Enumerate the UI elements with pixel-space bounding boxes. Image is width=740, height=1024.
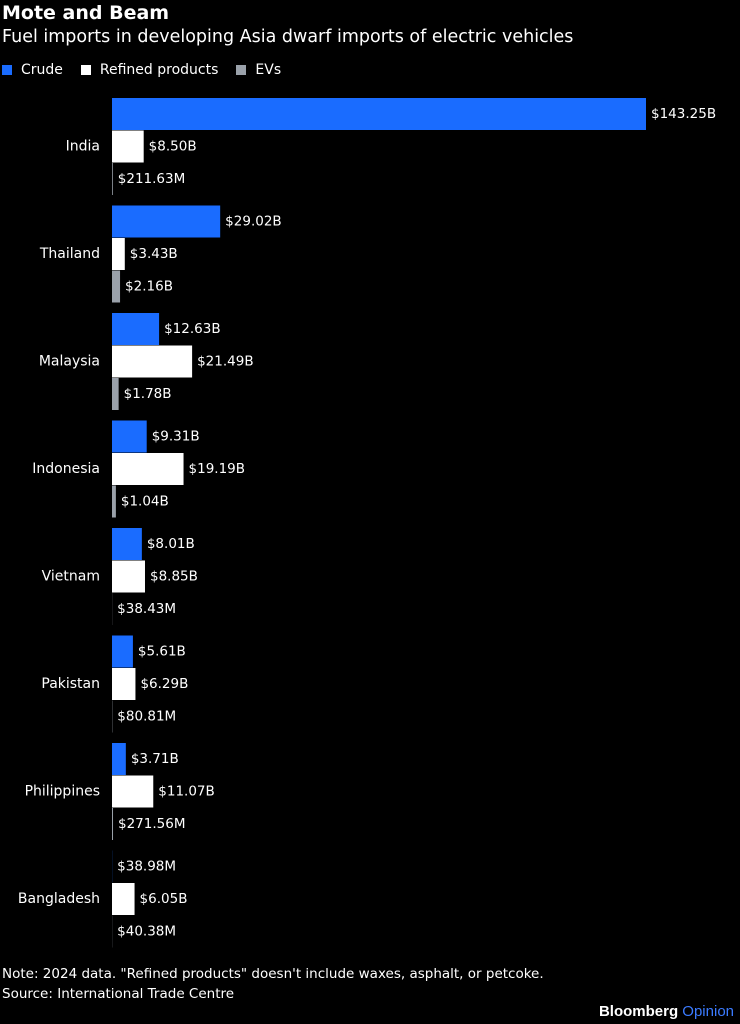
data-label-evs-philippines: $271.56M	[118, 816, 185, 832]
data-label-crude-malaysia: $12.63B	[164, 321, 221, 337]
bar-refined-products-indonesia	[112, 453, 184, 485]
chart-note: Note: 2024 data. "Refined products" does…	[2, 966, 544, 982]
category-label-philippines: Philippines	[25, 784, 100, 800]
data-label-evs-thailand: $2.16B	[125, 279, 173, 295]
bar-crude-india	[112, 98, 646, 130]
bar-crude-vietnam	[112, 528, 142, 560]
bar-refined-products-bangladesh	[112, 883, 135, 915]
data-label-refined-products-philippines: $11.07B	[158, 784, 215, 800]
data-label-crude-pakistan: $5.61B	[138, 644, 186, 660]
bar-chart: India $143.25B $8.50B $211.63M Thailand $29.0…	[18, 98, 716, 948]
legend-label-evs: EVs	[255, 62, 282, 78]
category-label-bangladesh: Bangladesh	[18, 891, 100, 907]
data-label-evs-vietnam: $38.43M	[117, 601, 176, 617]
bar-evs-thailand	[112, 270, 121, 303]
bar-evs-indonesia	[112, 485, 116, 518]
bar-evs-malaysia	[112, 378, 119, 410]
bar-refined-products-pakistan	[112, 668, 136, 700]
data-label-refined-products-india: $8.50B	[149, 139, 197, 155]
category-label-vietnam: Vietnam	[42, 569, 100, 585]
data-label-refined-products-bangladesh: $6.05B	[140, 891, 188, 907]
bar-crude-philippines	[112, 743, 126, 775]
bar-refined-products-philippines	[112, 775, 154, 808]
data-label-refined-products-malaysia: $21.49B	[197, 354, 254, 370]
legend-swatch-evs	[236, 65, 247, 75]
data-label-crude-bangladesh: $38.98M	[117, 859, 176, 875]
bar-crude-pakistan	[112, 635, 133, 668]
chart-title: Mote and Beam	[2, 2, 170, 24]
legend-item-crude: Crude	[2, 62, 63, 78]
legend: Crude Refined products EVs	[2, 60, 299, 80]
bar-refined-products-vietnam	[112, 560, 145, 593]
data-label-evs-pakistan: $80.81M	[117, 709, 176, 725]
category-label-india: India	[66, 139, 100, 155]
data-label-refined-products-indonesia: $19.19B	[189, 461, 246, 477]
category-label-thailand: Thailand	[39, 246, 100, 262]
legend-item-evs: EVs	[236, 62, 281, 78]
bar-evs-philippines	[112, 808, 114, 840]
bar-refined-products-thailand	[112, 238, 125, 270]
data-label-crude-vietnam: $8.01B	[147, 536, 195, 552]
legend-label-crude: Crude	[21, 62, 63, 78]
chart-subtitle: Fuel imports in developing Asia dwarf im…	[2, 27, 574, 47]
data-label-evs-india: $211.63M	[118, 171, 185, 187]
legend-swatch-refined	[80, 65, 91, 75]
legend-label-refined: Refined products	[99, 62, 219, 78]
legend-item-refined: Refined products	[80, 62, 219, 78]
brand-name: Bloomberg	[598, 1003, 679, 1020]
category-label-pakistan: Pakistan	[41, 676, 100, 692]
category-label-indonesia: Indonesia	[32, 461, 100, 477]
bar-crude-thailand	[112, 205, 221, 238]
data-label-crude-philippines: $3.71B	[131, 751, 179, 767]
bar-crude-indonesia	[112, 420, 147, 453]
brand-accent: Opinion	[682, 1003, 734, 1020]
data-label-crude-indonesia: $9.31B	[152, 429, 200, 445]
data-label-refined-products-thailand: $3.43B	[130, 246, 178, 262]
bar-evs-india	[112, 163, 113, 195]
bar-refined-products-india	[112, 130, 144, 163]
chart-source: Source: International Trade Centre	[2, 986, 235, 1002]
bar-refined-products-malaysia	[112, 345, 193, 378]
data-label-crude-thailand: $29.02B	[225, 214, 282, 230]
brand-logo: Bloomberg Opinion	[599, 1002, 734, 1022]
category-label-malaysia: Malaysia	[39, 354, 100, 370]
data-label-evs-malaysia: $1.78B	[124, 386, 172, 402]
data-label-refined-products-vietnam: $8.85B	[150, 569, 198, 585]
bar-crude-malaysia	[112, 313, 160, 345]
legend-swatch-crude	[2, 65, 12, 75]
data-label-crude-india: $143.25B	[651, 106, 716, 122]
data-label-evs-bangladesh: $40.38M	[117, 924, 176, 940]
data-label-refined-products-pakistan: $6.29B	[140, 676, 188, 692]
data-label-evs-indonesia: $1.04B	[121, 494, 169, 510]
